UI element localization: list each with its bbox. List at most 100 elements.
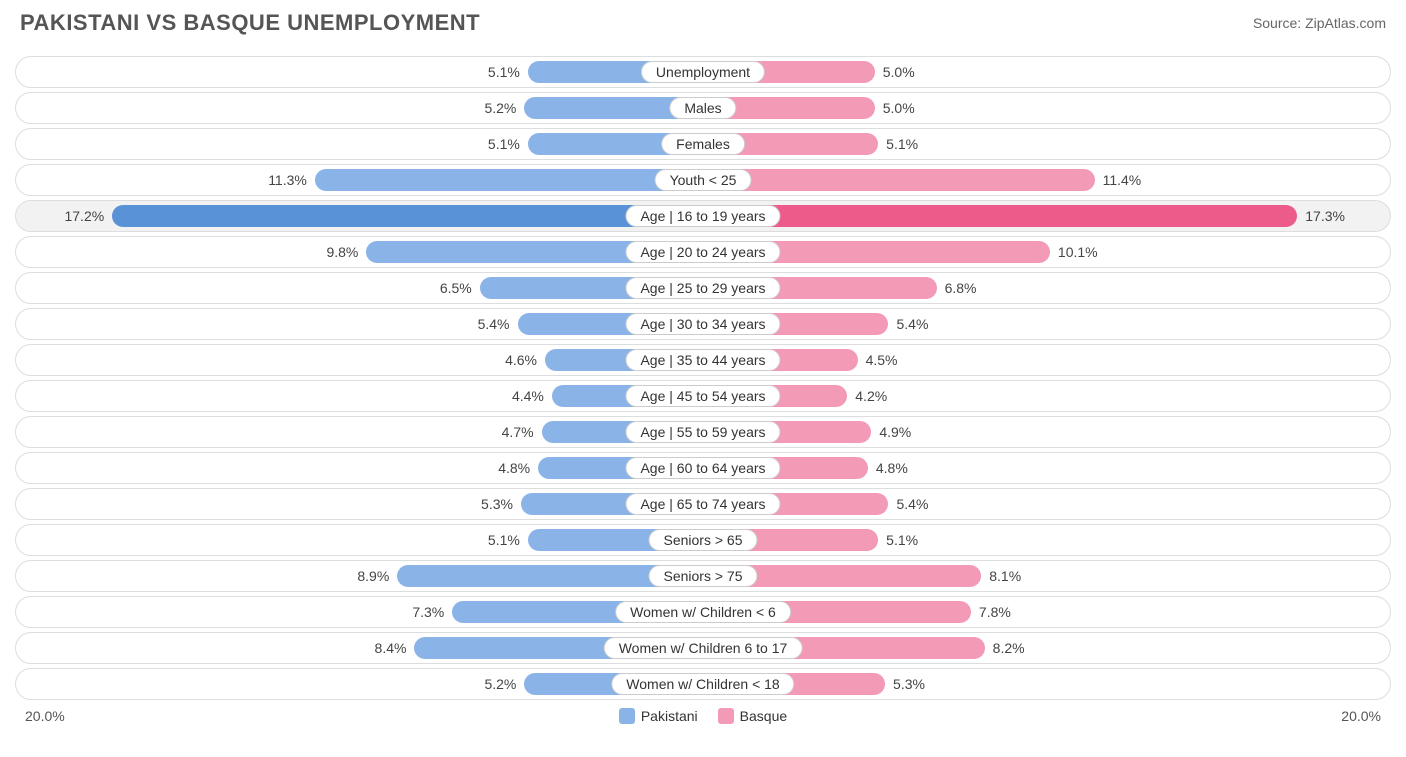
chart-row: 4.7% 4.9% Age | 55 to 59 years xyxy=(15,416,1391,448)
bar-value-left: 4.6% xyxy=(497,352,545,368)
bar-half-right: 7.8% xyxy=(703,597,1390,627)
legend-item-right: Basque xyxy=(718,708,787,724)
chart-row: 5.2% 5.3% Women w/ Children < 18 xyxy=(15,668,1391,700)
bar-half-right: 4.2% xyxy=(703,381,1390,411)
bar-value-right: 5.3% xyxy=(885,676,933,692)
bar-half-left: 5.2% xyxy=(16,669,703,699)
chart-row: 5.1% 5.1% Females xyxy=(15,128,1391,160)
bar-value-right: 4.5% xyxy=(858,352,906,368)
category-label: Women w/ Children < 18 xyxy=(611,673,794,695)
category-label: Males xyxy=(669,97,736,119)
bar-half-left: 4.8% xyxy=(16,453,703,483)
bar-half-right: 5.4% xyxy=(703,489,1390,519)
diverging-bar-chart: 5.1%5.0%Unemployment5.2%5.0%Males5.1%5.1… xyxy=(15,56,1391,700)
bar-half-right: 11.4% xyxy=(703,165,1390,195)
chart-row: 11.3% 11.4% Youth < 25 xyxy=(15,164,1391,196)
bar-value-left: 5.1% xyxy=(480,532,528,548)
bar-half-left: 5.1% xyxy=(16,57,703,87)
bar-half-left: 17.2% xyxy=(16,201,703,231)
bar-value-left: 4.8% xyxy=(490,460,538,476)
bar-half-left: 5.4% xyxy=(16,309,703,339)
category-label: Women w/ Children < 6 xyxy=(615,601,791,623)
chart-row: 5.1%5.1%Seniors > 65 xyxy=(15,524,1391,556)
chart-row: 5.4%5.4%Age | 30 to 34 years xyxy=(15,308,1391,340)
bar-half-right: 4.9% xyxy=(703,417,1390,447)
bar-value-right: 7.8% xyxy=(971,604,1019,620)
category-label: Age | 45 to 54 years xyxy=(625,385,780,407)
bar-value-right: 10.1% xyxy=(1050,244,1106,260)
bar-value-left: 5.1% xyxy=(480,136,528,152)
bar-value-left: 8.4% xyxy=(367,640,415,656)
bar-value-left: 9.8% xyxy=(318,244,366,260)
bar-half-left: 7.3% xyxy=(16,597,703,627)
bar-half-left: 6.5% xyxy=(16,273,703,303)
chart-row: 8.9% 8.1% Seniors > 75 xyxy=(15,560,1391,592)
axis-label-left: 20.0% xyxy=(25,708,65,724)
bar-value-left: 5.2% xyxy=(476,676,524,692)
chart-title: PAKISTANI VS BASQUE UNEMPLOYMENT xyxy=(20,10,480,36)
bar-value-right: 17.3% xyxy=(1297,208,1353,224)
chart-legend: Pakistani Basque xyxy=(619,708,787,724)
bar-half-left: 5.2% xyxy=(16,93,703,123)
category-label: Age | 60 to 64 years xyxy=(625,457,780,479)
chart-row: 4.8% 4.8% Age | 60 to 64 years xyxy=(15,452,1391,484)
bar-half-left: 4.7% xyxy=(16,417,703,447)
legend-swatch-right xyxy=(718,708,734,724)
chart-row: 7.3% 7.8% Women w/ Children < 6 xyxy=(15,596,1391,628)
bar-value-left: 6.5% xyxy=(432,280,480,296)
chart-row: 5.2% 5.0% Males xyxy=(15,92,1391,124)
bar-value-right: 4.8% xyxy=(868,460,916,476)
bar-half-right: 5.3% xyxy=(703,669,1390,699)
bar-value-left: 5.1% xyxy=(480,64,528,80)
bar-value-right: 6.8% xyxy=(937,280,985,296)
bar-value-left: 4.4% xyxy=(504,388,552,404)
category-label: Women w/ Children 6 to 17 xyxy=(604,637,803,659)
bar-half-right: 5.1% xyxy=(703,525,1390,555)
category-label: Age | 35 to 44 years xyxy=(625,349,780,371)
category-label: Age | 20 to 24 years xyxy=(625,241,780,263)
chart-row: 5.3% 5.4%Age | 65 to 74 years xyxy=(15,488,1391,520)
bar-value-left: 8.9% xyxy=(349,568,397,584)
bar-half-right: 8.1% xyxy=(703,561,1390,591)
axis-label-right: 20.0% xyxy=(1341,708,1381,724)
bar-value-left: 5.4% xyxy=(470,316,518,332)
bar-half-right: 5.4% xyxy=(703,309,1390,339)
legend-label-left: Pakistani xyxy=(641,708,698,724)
bar-half-right: 8.2% xyxy=(703,633,1390,663)
bar-half-left: 5.1% xyxy=(16,525,703,555)
category-label: Age | 55 to 59 years xyxy=(625,421,780,443)
chart-source: Source: ZipAtlas.com xyxy=(1253,15,1386,31)
chart-row: 8.4% 8.2%Women w/ Children 6 to 17 xyxy=(15,632,1391,664)
bar-value-right: 5.1% xyxy=(878,136,926,152)
category-label: Seniors > 75 xyxy=(649,565,758,587)
bar-value-right: 11.4% xyxy=(1095,172,1150,188)
bar-value-right: 5.0% xyxy=(875,100,923,116)
bar-half-left: 4.4% xyxy=(16,381,703,411)
chart-row: 17.2% 17.3% Age | 16 to 19 years xyxy=(15,200,1391,232)
bar-value-right: 4.2% xyxy=(847,388,895,404)
bar-value-left: 5.2% xyxy=(476,100,524,116)
chart-row: 4.4% 4.2% Age | 45 to 54 years xyxy=(15,380,1391,412)
category-label: Age | 65 to 74 years xyxy=(625,493,780,515)
category-label: Youth < 25 xyxy=(655,169,752,191)
bar-right xyxy=(703,169,1095,191)
bar-value-right: 5.1% xyxy=(878,532,926,548)
bar-half-left: 8.4% xyxy=(16,633,703,663)
bar-half-right: 5.0% xyxy=(703,93,1390,123)
category-label: Females xyxy=(661,133,745,155)
bar-left xyxy=(112,205,703,227)
bar-half-left: 4.6% xyxy=(16,345,703,375)
category-label: Age | 25 to 29 years xyxy=(625,277,780,299)
bar-value-left: 17.2% xyxy=(56,208,112,224)
bar-right xyxy=(703,205,1297,227)
bar-half-left: 8.9% xyxy=(16,561,703,591)
bar-half-right: 5.0% xyxy=(703,57,1390,87)
bar-value-right: 8.1% xyxy=(981,568,1029,584)
bar-half-left: 11.3% xyxy=(16,165,703,195)
bar-half-right: 4.5% xyxy=(703,345,1390,375)
bar-value-left: 5.3% xyxy=(473,496,521,512)
bar-half-right: 5.1% xyxy=(703,129,1390,159)
category-label: Age | 16 to 19 years xyxy=(625,205,780,227)
bar-value-right: 4.9% xyxy=(871,424,919,440)
bar-value-left: 7.3% xyxy=(404,604,452,620)
